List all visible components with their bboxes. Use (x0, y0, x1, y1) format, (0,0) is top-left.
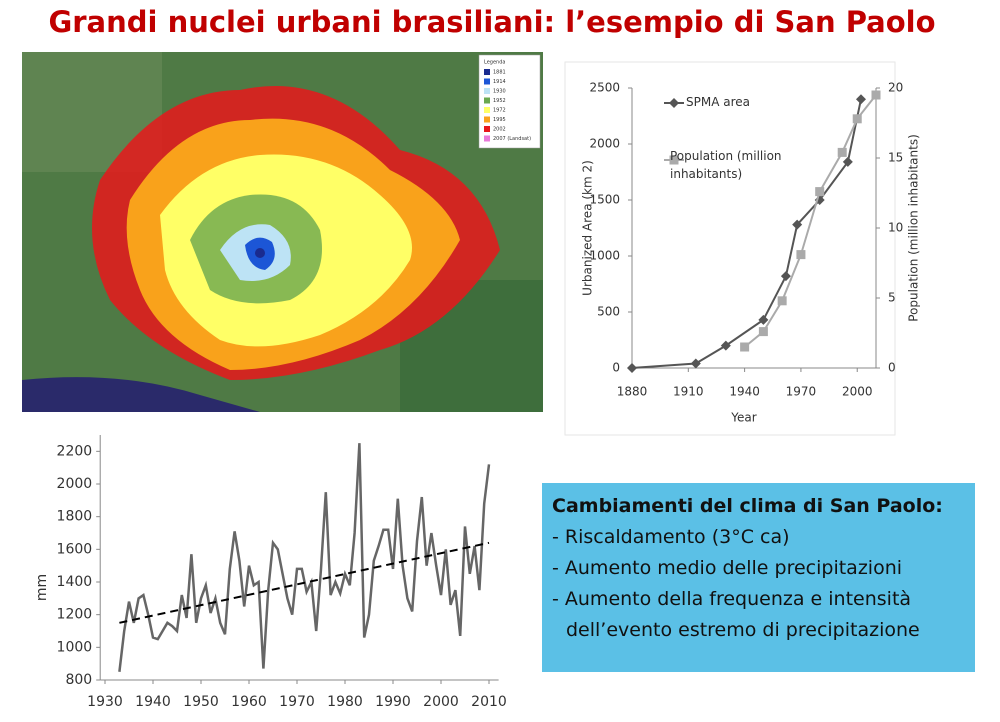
x-tick-label: 2000 (423, 694, 459, 710)
y2-tick-label: 0 (888, 361, 896, 375)
y2-axis-label: Population (million inhabitants) (907, 134, 921, 321)
y-tick-label: 800 (65, 672, 92, 688)
legend-label: 1881 (493, 70, 506, 76)
x-tick-label: 2000 (842, 385, 873, 399)
data-point (740, 342, 750, 352)
data-point (796, 250, 806, 260)
x-tick-label: 1990 (375, 694, 411, 710)
legend-title: Legenda (484, 60, 505, 66)
legend-swatch (484, 135, 490, 142)
data-point (815, 187, 825, 197)
legend-label: 1914 (493, 79, 506, 85)
data-line (118, 443, 491, 672)
legend-label: 1995 (493, 117, 506, 123)
x-axis-label: Year (730, 411, 756, 425)
slide-title: Grandi nuclei urbani brasiliani: l’esemp… (48, 5, 935, 39)
x-tick-label: 1910 (673, 385, 704, 399)
legend-swatch (484, 116, 490, 123)
satellite-map (22, 52, 543, 412)
data-point (871, 90, 881, 100)
y-tick-label: 1500 (589, 193, 620, 207)
y-tick-label: 0 (612, 361, 620, 375)
legend-swatch (484, 88, 490, 94)
legend-label: 2007 (Landsat) (493, 136, 531, 142)
info-title: Cambiamenti del clima di San Paolo: (552, 495, 943, 517)
legend-marker (669, 155, 679, 165)
data-point (720, 340, 731, 351)
data-point (627, 363, 637, 373)
y-tick-label: 2500 (589, 81, 620, 95)
data-point (792, 219, 803, 230)
data-line (631, 98, 862, 369)
data-point (690, 358, 701, 369)
data-point (842, 156, 853, 167)
y2-tick-label: 15 (888, 151, 903, 165)
legend-swatch (484, 126, 490, 132)
y-tick-label: 1400 (57, 574, 93, 590)
legend-swatch (484, 69, 490, 75)
legend-marker (669, 98, 679, 108)
data-point (777, 296, 787, 306)
trend-line (119, 541, 490, 624)
legend-label: 1972 (493, 108, 506, 114)
y-tick-label: 500 (597, 305, 620, 319)
y-tick-label: 1800 (57, 509, 93, 525)
x-tick-label: 2010 (471, 694, 507, 710)
y-tick-label: 1600 (57, 541, 93, 557)
y-axis-label: mm (34, 574, 50, 601)
y-tick-label: 1200 (57, 607, 93, 623)
data-point (855, 94, 866, 105)
info-box: Cambiamenti del clima di San Paolo: - Ri… (542, 483, 975, 672)
y-tick-label: 2200 (57, 443, 93, 459)
legend-label: 1952 (493, 98, 506, 104)
data-point (852, 114, 862, 124)
legend-swatch (484, 97, 490, 104)
x-tick-label: 1880 (617, 385, 648, 399)
info-line: - Aumento della frequenza e intensità (552, 588, 912, 610)
info-line: - Riscaldamento (3°C ca) (552, 526, 790, 548)
data-point (758, 314, 769, 325)
y2-tick-label: 10 (888, 221, 903, 235)
data-point (758, 327, 768, 337)
x-tick-label: 1940 (135, 694, 171, 710)
legend-swatch (484, 107, 490, 113)
x-tick-label: 1980 (327, 694, 363, 710)
y-tick-label: 2000 (589, 137, 620, 151)
legend-label: 1930 (493, 89, 506, 95)
y-axis-label: Urbanized Area (km 2) (581, 160, 595, 296)
info-line: dell’evento estremo di precipitazione (566, 619, 920, 641)
x-tick-label: 1940 (729, 385, 760, 399)
data-line (743, 94, 877, 348)
x-tick-label: 1930 (87, 694, 123, 710)
chart-frame (564, 61, 896, 436)
legend-label: 2002 (493, 127, 506, 133)
legend-entry: SPMA area (686, 95, 750, 109)
legend-swatch (484, 78, 490, 85)
x-tick-label: 1960 (231, 694, 267, 710)
y-tick-label: 1000 (589, 249, 620, 263)
legend-entry: Population (million inhabitants) (670, 149, 782, 181)
data-point (780, 271, 791, 282)
y2-tick-label: 5 (888, 291, 896, 305)
data-point (837, 147, 847, 157)
x-tick-label: 1970 (279, 694, 315, 710)
y-tick-label: 2000 (57, 476, 93, 492)
info-line: - Aumento medio delle precipitazioni (552, 557, 903, 579)
x-tick-label: 1950 (183, 694, 219, 710)
y-tick-label: 1000 (57, 639, 93, 655)
y2-tick-label: 20 (888, 81, 903, 95)
x-tick-label: 1970 (786, 385, 817, 399)
